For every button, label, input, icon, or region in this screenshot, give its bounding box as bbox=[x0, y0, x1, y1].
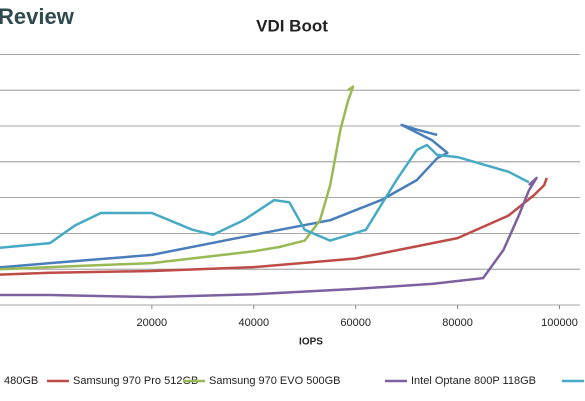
chart-title: VDI Boot bbox=[256, 16, 328, 35]
legend-label: Intel Optane 800P 118GB bbox=[411, 375, 536, 387]
legend-label: 480GB bbox=[4, 375, 38, 387]
x-tick-label: 100000 bbox=[541, 317, 578, 329]
brand: Review bbox=[0, 4, 75, 29]
series-line bbox=[0, 143, 530, 249]
x-tick-label: 60000 bbox=[340, 317, 371, 329]
x-axis-label: IOPS bbox=[299, 337, 323, 348]
legend-label: Samsung 970 EVO 500GB bbox=[209, 375, 340, 387]
x-tick-label: 20000 bbox=[137, 317, 168, 329]
series-line bbox=[0, 176, 538, 299]
legend-label: Samsung 970 Pro 512GB bbox=[73, 375, 198, 387]
x-tick-label: 80000 bbox=[442, 317, 473, 329]
x-tick-label: 40000 bbox=[238, 317, 269, 329]
series-line bbox=[0, 177, 548, 276]
series-line bbox=[0, 85, 355, 271]
series-line bbox=[0, 123, 449, 269]
